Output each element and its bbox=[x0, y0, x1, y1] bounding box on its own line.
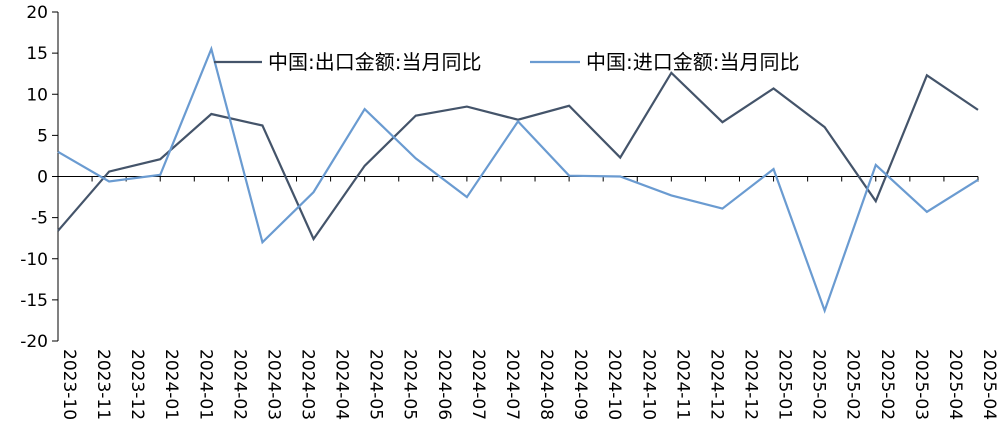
x-tick-label: 2024-06 bbox=[434, 349, 454, 420]
legend: 中国:出口金额:当月同比 中国:进口金额:当月同比 bbox=[214, 50, 799, 74]
x-tick-label: 2024-12 bbox=[706, 349, 726, 420]
y-tick-label: 5 bbox=[37, 126, 48, 146]
x-tick-label: 2025-02 bbox=[843, 349, 863, 420]
x-tick-label: 2024-02 bbox=[229, 349, 249, 420]
x-tick-label: 2024-10 bbox=[604, 349, 624, 420]
x-tick-label: 2024-07 bbox=[468, 349, 488, 420]
x-tick-label: 2025-02 bbox=[809, 349, 829, 420]
legend-label: 中国:出口金额:当月同比 bbox=[268, 50, 481, 74]
x-tick-label: 2024-08 bbox=[536, 349, 556, 420]
y-ticks: 20 15 10 5 0 -5 -10 -15 -20 bbox=[20, 3, 58, 352]
x-tick-label: 2025-03 bbox=[911, 349, 931, 420]
x-tick-label: 2024-11 bbox=[672, 349, 692, 420]
x-tick-label: 2025-04 bbox=[979, 349, 999, 420]
series-line-import bbox=[57, 45, 979, 314]
y-tick-label: 15 bbox=[26, 44, 48, 64]
y-tick-label: -20 bbox=[20, 332, 48, 352]
x-tick-label: 2024-01 bbox=[161, 349, 181, 420]
x-tick-label: 2023-11 bbox=[93, 349, 113, 420]
x-tick-label: 2024-01 bbox=[195, 349, 215, 420]
y-tick-label: 20 bbox=[26, 3, 48, 23]
series-layer bbox=[57, 45, 979, 314]
y-tick-label: -5 bbox=[31, 209, 48, 229]
legend-label: 中国:进口金额:当月同比 bbox=[586, 50, 799, 74]
x-tick-label: 2024-05 bbox=[400, 349, 420, 420]
y-tick-label: -10 bbox=[20, 250, 48, 270]
x-tick-label: 2025-04 bbox=[945, 349, 965, 420]
x-tick-label: 2024-05 bbox=[366, 349, 386, 420]
x-tick-label: 2024-09 bbox=[570, 349, 590, 420]
x-tick-label: 2024-12 bbox=[740, 349, 760, 420]
y-tick-label: 10 bbox=[26, 85, 48, 105]
series-line-export bbox=[57, 71, 979, 242]
axes bbox=[57, 12, 978, 341]
x-tick-label: 2023-12 bbox=[127, 349, 147, 420]
x-tick-label: 2025-01 bbox=[775, 349, 795, 420]
x-tick-label: 2024-03 bbox=[298, 349, 318, 420]
y-tick-label: 0 bbox=[37, 168, 48, 188]
x-tick-label: 2024-10 bbox=[638, 349, 658, 420]
x-tick-label: 2024-07 bbox=[502, 349, 522, 420]
x-tick-label: 2024-04 bbox=[332, 349, 352, 420]
x-tick-label: 2023-10 bbox=[59, 349, 79, 420]
x-tick-label: 2024-03 bbox=[263, 349, 283, 420]
x-ticks: 2023-10 2023-11 2023-12 2024-01 2024-01 2024-… bbox=[57, 176, 999, 420]
y-tick-label: -15 bbox=[20, 291, 48, 311]
x-tick-label: 2025-02 bbox=[877, 349, 897, 420]
